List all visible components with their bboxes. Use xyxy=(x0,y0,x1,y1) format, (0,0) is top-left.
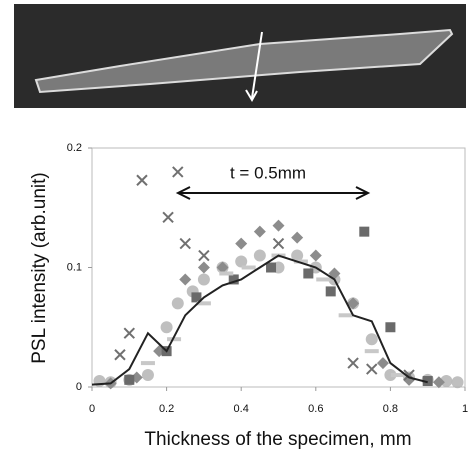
point xyxy=(242,266,256,270)
point xyxy=(254,226,266,238)
x-tick-label: 0.6 xyxy=(308,403,323,415)
point xyxy=(124,375,134,385)
point xyxy=(316,277,330,281)
point xyxy=(367,364,377,374)
point xyxy=(303,268,313,278)
point xyxy=(291,232,303,244)
x-tick-label: 0.4 xyxy=(234,403,249,415)
point xyxy=(141,361,155,365)
point xyxy=(359,227,369,237)
point xyxy=(254,250,266,262)
point xyxy=(385,322,395,332)
point xyxy=(161,321,173,333)
point xyxy=(339,313,353,317)
point xyxy=(326,286,336,296)
point xyxy=(142,369,154,381)
point xyxy=(274,239,284,249)
point xyxy=(199,251,209,261)
point xyxy=(173,167,183,177)
point xyxy=(266,263,276,273)
point xyxy=(310,250,322,262)
x-tick-label: 1 xyxy=(462,403,468,415)
point xyxy=(115,350,125,360)
annotation: t = 0.5mm xyxy=(230,163,306,182)
x-axis-label: Thickness of the specimen, mm xyxy=(144,429,411,450)
point xyxy=(366,333,378,345)
figure: t = 0.5mm Thickness of the specimen, mm … xyxy=(0,0,473,454)
y-axis-label: PSL intensity (arb.unit) xyxy=(29,172,50,364)
x-tick-label: 0.2 xyxy=(159,403,174,415)
point xyxy=(235,238,247,250)
fit-line xyxy=(92,256,428,385)
point xyxy=(377,357,389,369)
point xyxy=(365,349,379,353)
point xyxy=(198,262,210,274)
y-tick-label: 0.1 xyxy=(67,261,82,273)
point xyxy=(179,273,191,285)
y-tick-label: 0.2 xyxy=(67,142,82,154)
point xyxy=(163,212,173,222)
point xyxy=(124,328,134,338)
point xyxy=(198,273,210,285)
x-tick-label: 0 xyxy=(89,403,95,415)
point xyxy=(172,297,184,309)
y-tick-label: 0 xyxy=(76,381,82,393)
point xyxy=(180,239,190,249)
point xyxy=(273,220,285,232)
point xyxy=(137,175,147,185)
point xyxy=(348,358,358,368)
x-tick-label: 0.8 xyxy=(383,403,398,415)
point xyxy=(452,376,464,388)
point xyxy=(219,271,233,275)
